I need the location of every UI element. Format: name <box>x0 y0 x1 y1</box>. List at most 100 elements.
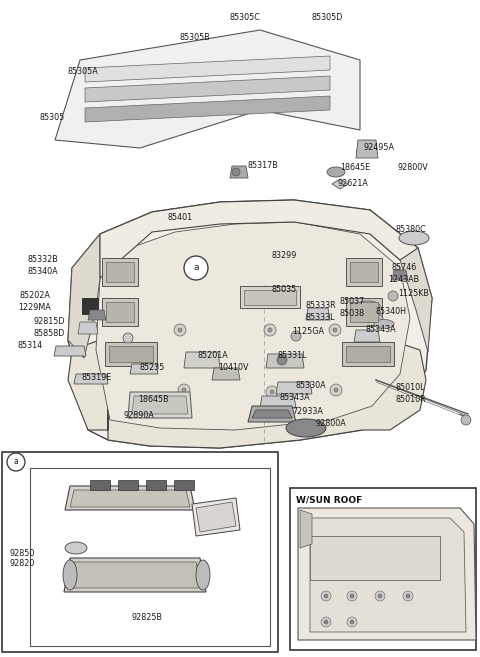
Polygon shape <box>230 166 248 178</box>
Polygon shape <box>332 179 348 189</box>
Polygon shape <box>240 286 300 308</box>
Circle shape <box>350 620 354 624</box>
Text: 85340A: 85340A <box>28 267 59 277</box>
Text: 92890A: 92890A <box>124 411 155 420</box>
Circle shape <box>324 620 328 624</box>
Text: 85305D: 85305D <box>312 14 343 22</box>
Polygon shape <box>298 508 476 640</box>
Polygon shape <box>85 96 330 122</box>
Polygon shape <box>248 292 288 304</box>
Polygon shape <box>55 30 360 148</box>
Text: 85319E: 85319E <box>82 373 112 382</box>
Text: 1229MA: 1229MA <box>18 304 51 313</box>
Polygon shape <box>64 558 206 592</box>
Text: 85305C: 85305C <box>230 14 261 22</box>
Circle shape <box>378 594 382 598</box>
Text: 85202A: 85202A <box>20 292 51 300</box>
Text: W/SUN ROOF: W/SUN ROOF <box>296 495 362 505</box>
Circle shape <box>266 386 278 398</box>
Polygon shape <box>196 502 236 532</box>
Polygon shape <box>174 480 194 490</box>
Circle shape <box>329 324 341 336</box>
Polygon shape <box>74 374 108 384</box>
Text: 85037: 85037 <box>340 298 365 307</box>
Polygon shape <box>248 406 296 422</box>
Circle shape <box>268 328 272 332</box>
Text: 85401: 85401 <box>372 541 397 551</box>
Circle shape <box>388 291 398 301</box>
Polygon shape <box>70 490 190 507</box>
Text: 85010R: 85010R <box>396 396 427 405</box>
Polygon shape <box>350 262 378 282</box>
Circle shape <box>321 591 331 601</box>
Text: 85305: 85305 <box>40 114 65 122</box>
Circle shape <box>347 617 357 627</box>
Text: a: a <box>193 263 199 273</box>
Polygon shape <box>88 310 106 320</box>
Polygon shape <box>96 222 410 430</box>
Polygon shape <box>118 480 138 490</box>
Ellipse shape <box>65 542 87 554</box>
Text: 85331L: 85331L <box>278 351 308 361</box>
Polygon shape <box>354 330 380 342</box>
Text: 85035: 85035 <box>272 286 297 294</box>
Text: 1243AB: 1243AB <box>388 275 419 284</box>
Text: 85340H: 85340H <box>376 307 407 317</box>
Circle shape <box>184 256 208 280</box>
Text: 85038: 85038 <box>340 309 365 319</box>
Text: 72933A: 72933A <box>292 407 323 417</box>
Text: 85746: 85746 <box>392 263 417 273</box>
Polygon shape <box>100 200 418 278</box>
Polygon shape <box>252 410 292 418</box>
Text: 1125GA: 1125GA <box>292 327 324 336</box>
Circle shape <box>333 328 337 332</box>
Circle shape <box>174 324 186 336</box>
Circle shape <box>347 591 357 601</box>
Polygon shape <box>132 396 188 414</box>
Text: 85401: 85401 <box>168 214 193 223</box>
Polygon shape <box>68 234 100 358</box>
Polygon shape <box>266 354 304 368</box>
Text: 83299: 83299 <box>272 252 298 260</box>
Text: 85314: 85314 <box>18 342 43 350</box>
Polygon shape <box>346 346 390 362</box>
Ellipse shape <box>399 231 429 245</box>
Polygon shape <box>105 342 157 366</box>
Text: 85235: 85235 <box>140 363 166 373</box>
Circle shape <box>375 591 385 601</box>
Text: 18643K: 18643K <box>96 579 126 589</box>
Ellipse shape <box>196 560 210 590</box>
Polygon shape <box>356 140 378 158</box>
Circle shape <box>321 617 331 627</box>
Polygon shape <box>212 368 240 380</box>
Circle shape <box>182 388 186 392</box>
Text: P92851: P92851 <box>134 487 164 497</box>
Text: 1125KB: 1125KB <box>398 290 429 298</box>
Polygon shape <box>260 396 296 408</box>
Polygon shape <box>109 346 153 362</box>
Circle shape <box>232 168 240 176</box>
Polygon shape <box>54 346 86 356</box>
Circle shape <box>350 594 354 598</box>
Text: 92815D: 92815D <box>34 317 65 327</box>
Text: 85317B: 85317B <box>248 162 279 171</box>
Text: 92825B: 92825B <box>132 614 163 622</box>
Polygon shape <box>346 258 382 286</box>
Text: 92621A: 92621A <box>338 179 369 189</box>
Text: 92495A: 92495A <box>364 143 395 152</box>
Circle shape <box>123 333 133 343</box>
Circle shape <box>264 324 276 336</box>
Polygon shape <box>68 562 202 588</box>
Text: a: a <box>13 457 18 466</box>
Circle shape <box>330 384 342 396</box>
Text: 92820: 92820 <box>10 560 36 568</box>
Text: 85333L: 85333L <box>306 313 336 323</box>
Ellipse shape <box>63 560 77 590</box>
Polygon shape <box>102 298 138 326</box>
Polygon shape <box>184 352 220 368</box>
Polygon shape <box>300 510 312 548</box>
Text: 92800V: 92800V <box>397 164 428 173</box>
Polygon shape <box>350 302 378 322</box>
Polygon shape <box>310 536 440 580</box>
Circle shape <box>270 390 274 394</box>
